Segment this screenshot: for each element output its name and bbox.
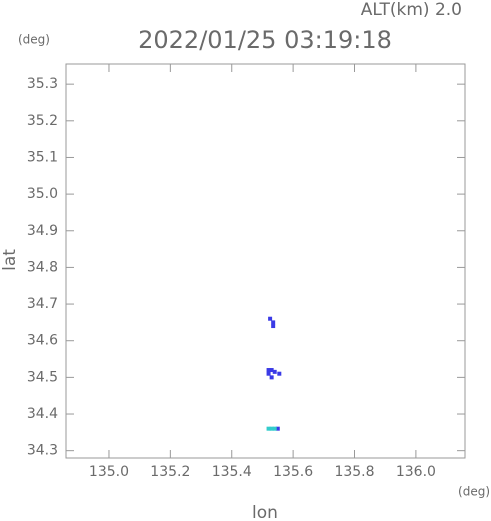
y-unit: (deg) [18, 33, 50, 47]
echo-point [266, 368, 271, 373]
x-tick-label: 135.4 [212, 464, 252, 480]
y-tick-label: 34.7 [27, 296, 58, 312]
x-axis-label: lon [252, 503, 278, 521]
y-tick-label: 35.3 [27, 76, 58, 92]
chart-title: 2022/01/25 03:19:18 [138, 26, 392, 54]
y-tick-label: 34.3 [27, 443, 58, 459]
y-axis-label: lat [0, 249, 20, 271]
echo-point [272, 426, 277, 431]
x-tick-label: 136.0 [396, 464, 436, 480]
echo-point [266, 426, 271, 431]
y-tick-label: 35.0 [27, 186, 58, 202]
x-tick-label: 135.6 [273, 464, 313, 480]
echo-point [269, 426, 274, 431]
echo-point [266, 371, 271, 376]
altitude-label: ALT(km) 2.0 [361, 0, 462, 20]
y-tick-label: 34.9 [27, 223, 58, 239]
x-tick-label: 135.2 [150, 464, 190, 480]
echo-point [271, 320, 276, 325]
plot-frame [65, 63, 466, 459]
y-tick-label: 34.6 [27, 333, 58, 349]
x-unit: (deg) [458, 485, 490, 499]
y-tick-label: 34.4 [27, 406, 58, 422]
echo-point [269, 368, 274, 373]
echo-point [277, 371, 282, 376]
echo-point [272, 369, 277, 374]
x-tick-label: 135.8 [334, 464, 374, 480]
echo-point [269, 375, 274, 380]
echo-point [271, 324, 276, 329]
y-tick-label: 34.5 [27, 369, 58, 385]
y-tick-label: 35.1 [27, 149, 58, 165]
echo-point [268, 316, 273, 321]
y-tick-label: 34.8 [27, 259, 58, 275]
echo-point [275, 426, 280, 431]
y-tick-label: 35.2 [27, 113, 58, 129]
x-tick-label: 135.0 [89, 464, 129, 480]
